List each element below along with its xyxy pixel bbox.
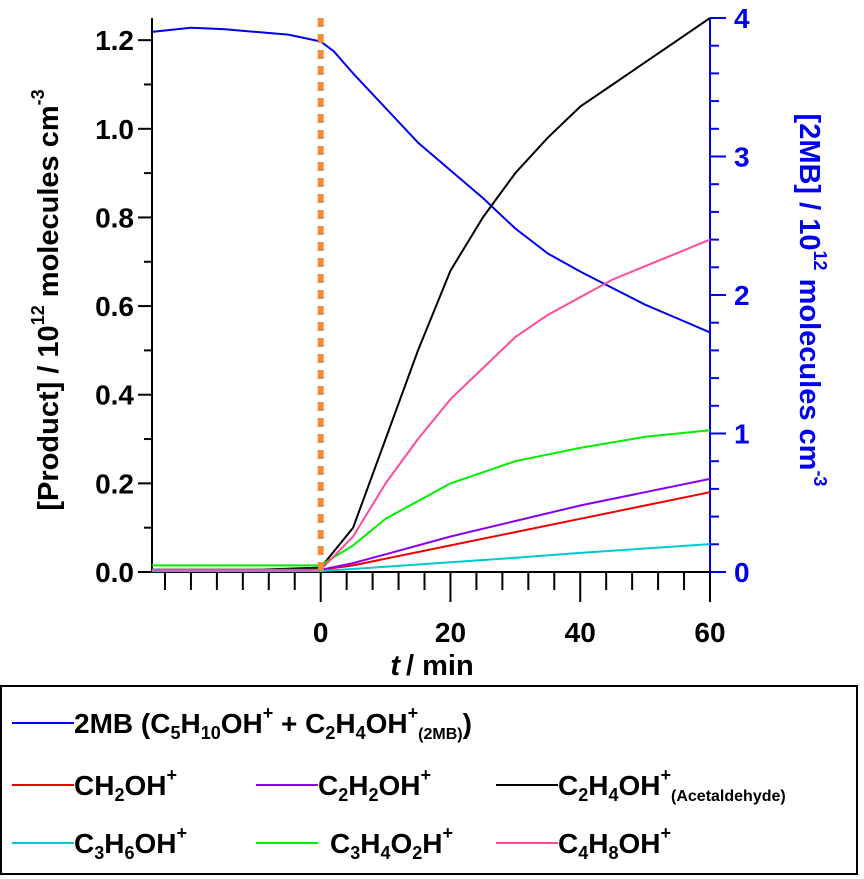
series-line-c3h4o2h <box>152 429 711 567</box>
legend-item-c2h2oh: C2H2OH+ <box>256 765 431 805</box>
legend-item-2mb: 2MB (C5H10OH+ + C2H4OH+(2MB)) <box>12 703 472 743</box>
y-left-tick-label: 0.4 <box>95 380 134 411</box>
series-line-2mb <box>151 26 711 334</box>
y-axis-left-title: [Product] / 1012 molecules cm-3 <box>28 89 65 510</box>
legend-label-c3h4o2h: C3H4O2H+ <box>330 822 454 863</box>
legend-item-c4h8oh: C4H8OH+ <box>496 823 671 863</box>
series-line-c3h6oh <box>152 543 711 573</box>
y-left-tick-label: 1.0 <box>95 114 134 145</box>
chart: 0.0 0.2 0.4 0.6 0.8 1.0 1.2 0 1 2 3 4 0 20 40 60 t / m… <box>28 3 830 682</box>
series-line-c2h2oh <box>152 477 711 571</box>
legend-label-2mb: 2MB (C5H10OH+ + C2H4OH+(2MB)) <box>74 702 472 743</box>
legend-item-c3h4o2h: C3H4O2H+ <box>256 823 453 863</box>
legend-item-c3h6oh: C3H6OH+ <box>12 823 187 863</box>
legend-swatch-2mb <box>12 722 74 724</box>
legend-swatch-c3h6oh <box>12 842 74 844</box>
legend-swatch-c4h8oh <box>496 842 558 844</box>
legend-item-c2h4oh: C2H4OH+(Acetaldehyde) <box>496 765 786 805</box>
legend-swatch-c3h4o2h <box>256 842 318 844</box>
legend-label-c2h2oh: C2H2OH+ <box>318 764 432 805</box>
right-axis: 0 1 2 3 4 <box>710 3 750 588</box>
y-left-tick-label: 0.8 <box>95 202 134 233</box>
y-right-tick-label: 2 <box>734 280 750 311</box>
legend: 2MB (C5H10OH+ + C2H4OH+(2MB)) CH2OH+ C2H… <box>0 685 858 875</box>
x-tick-label: 0 <box>313 617 329 648</box>
legend-item-ch2oh: CH2OH+ <box>12 765 177 805</box>
x-tick-label: 60 <box>694 617 725 648</box>
series-layer <box>151 17 711 573</box>
y-right-tick-label: 4 <box>734 3 750 34</box>
y-left-tick-label: 0.2 <box>95 468 134 499</box>
y-left-tick-label: 0.6 <box>95 291 134 322</box>
legend-label-c4h8oh: C4H8OH+ <box>558 822 672 863</box>
x-axis-title: t / min <box>390 650 473 682</box>
y-right-tick-label: 3 <box>734 142 750 173</box>
bottom-axis: 0 20 40 60 <box>163 572 726 648</box>
series-line-c4h8oh <box>152 238 711 571</box>
left-axis: 0.0 0.2 0.4 0.6 0.8 1.0 1.2 <box>95 25 152 588</box>
x-tick-label: 40 <box>565 617 596 648</box>
y-right-tick-label: 1 <box>734 419 750 450</box>
series-line-ch2oh <box>152 491 711 571</box>
y-axis-right-title: [2MB] / 1012 molecules cm-3 <box>793 114 830 487</box>
legend-swatch-c2h4oh <box>496 784 558 786</box>
legend-swatch-ch2oh <box>12 784 74 786</box>
series-line-c2h4oh <box>152 17 711 571</box>
y-right-tick-label: 0 <box>734 557 750 588</box>
y-left-tick-label: 0.0 <box>95 557 134 588</box>
legend-label-ch2oh: CH2OH+ <box>74 764 177 805</box>
legend-label-c2h4oh: C2H4OH+(Acetaldehyde) <box>558 764 786 805</box>
y-left-tick-label: 1.2 <box>95 25 134 56</box>
legend-swatch-c2h2oh <box>256 784 318 786</box>
x-tick-label: 20 <box>435 617 466 648</box>
legend-label-c3h6oh: C3H6OH+ <box>74 822 188 863</box>
